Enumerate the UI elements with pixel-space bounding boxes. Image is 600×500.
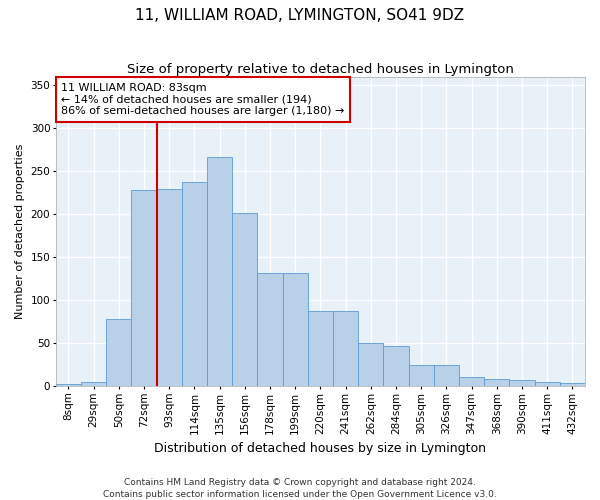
Bar xyxy=(182,182,207,386)
Text: Contains HM Land Registry data © Crown copyright and database right 2024.
Contai: Contains HM Land Registry data © Crown c… xyxy=(103,478,497,499)
Bar xyxy=(535,382,560,386)
Bar xyxy=(283,274,308,386)
Bar xyxy=(560,384,585,386)
Text: 11 WILLIAM ROAD: 83sqm
← 14% of detached houses are smaller (194)
86% of semi-de: 11 WILLIAM ROAD: 83sqm ← 14% of detached… xyxy=(61,83,344,116)
Bar xyxy=(232,214,257,386)
Bar xyxy=(257,274,283,386)
Bar xyxy=(157,189,182,386)
Bar xyxy=(434,364,459,386)
Title: Size of property relative to detached houses in Lymington: Size of property relative to detached ho… xyxy=(127,62,514,76)
Bar xyxy=(333,311,358,386)
Bar xyxy=(509,380,535,386)
X-axis label: Distribution of detached houses by size in Lymington: Distribution of detached houses by size … xyxy=(154,442,487,455)
Bar xyxy=(484,379,509,386)
Y-axis label: Number of detached properties: Number of detached properties xyxy=(15,144,25,319)
Bar xyxy=(207,156,232,386)
Bar xyxy=(358,343,383,386)
Text: 11, WILLIAM ROAD, LYMINGTON, SO41 9DZ: 11, WILLIAM ROAD, LYMINGTON, SO41 9DZ xyxy=(136,8,464,22)
Bar xyxy=(106,319,131,386)
Bar xyxy=(81,382,106,386)
Bar xyxy=(56,384,81,386)
Bar xyxy=(459,376,484,386)
Bar xyxy=(409,364,434,386)
Bar xyxy=(308,311,333,386)
Bar xyxy=(383,346,409,386)
Bar xyxy=(131,190,157,386)
